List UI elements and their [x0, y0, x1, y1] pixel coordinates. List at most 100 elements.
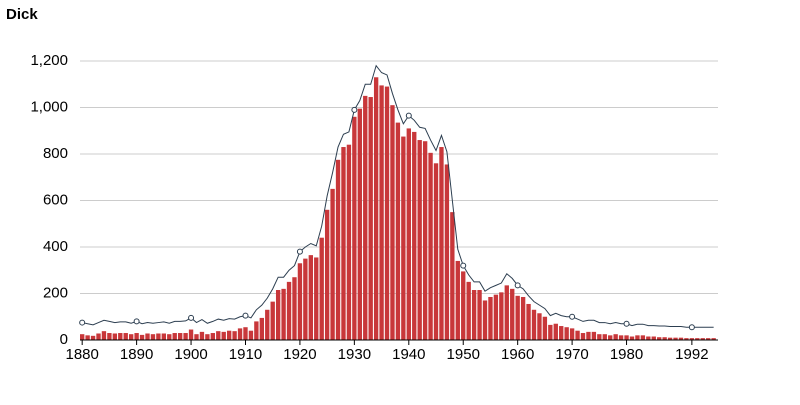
bar — [172, 333, 177, 340]
bar — [537, 313, 542, 340]
line-marker — [569, 313, 576, 320]
bar — [243, 327, 248, 340]
bar — [281, 288, 286, 340]
line-marker — [405, 112, 412, 119]
bar — [433, 163, 439, 340]
bar — [150, 334, 156, 340]
bar — [357, 108, 362, 340]
bar — [466, 281, 471, 340]
x-tick-label: 1910 — [229, 346, 262, 363]
bar — [580, 333, 586, 340]
bar — [156, 333, 161, 340]
bar — [330, 188, 335, 340]
bar — [439, 147, 444, 340]
y-tick-label: 1,200 — [30, 52, 68, 69]
y-tick-label: 200 — [43, 284, 68, 301]
bar — [711, 338, 716, 340]
bar — [373, 77, 379, 341]
bar — [248, 330, 254, 340]
line-marker — [460, 262, 467, 269]
bar — [303, 258, 308, 340]
bar — [216, 331, 221, 340]
bar — [254, 321, 259, 340]
bar — [635, 335, 640, 340]
bar — [107, 333, 112, 340]
x-tick-label: 1950 — [447, 346, 480, 363]
bar — [689, 338, 695, 340]
bar — [504, 285, 509, 340]
bar — [564, 327, 569, 340]
bar — [210, 333, 216, 340]
bar — [428, 152, 433, 340]
bar — [613, 334, 618, 340]
bar — [237, 328, 243, 340]
bar — [602, 334, 607, 340]
bar — [401, 136, 406, 340]
bar — [586, 331, 591, 340]
bar — [444, 164, 450, 340]
bar — [646, 336, 651, 340]
x-tick-label: 1970 — [555, 346, 588, 363]
bar — [232, 331, 237, 340]
bar — [608, 335, 613, 340]
bar — [695, 338, 700, 340]
bar — [515, 295, 520, 340]
bar — [226, 330, 232, 340]
line-marker — [351, 106, 358, 113]
bar — [575, 330, 580, 340]
bar — [657, 337, 662, 340]
bar — [128, 334, 134, 340]
bar — [188, 329, 194, 340]
bar — [406, 128, 411, 340]
y-tick-label: 600 — [43, 191, 68, 208]
x-tick-label: 1940 — [392, 346, 425, 363]
bar — [482, 300, 488, 340]
bar — [123, 333, 128, 340]
x-tick-label: 1920 — [283, 346, 316, 363]
bar — [118, 333, 123, 340]
bar — [455, 260, 460, 340]
line-marker — [188, 314, 195, 321]
bar — [85, 335, 90, 340]
bar — [90, 335, 96, 340]
bar — [292, 277, 297, 340]
line-marker — [79, 319, 86, 326]
line-marker — [296, 248, 303, 255]
x-tick-label: 1930 — [338, 346, 371, 363]
line — [82, 64, 714, 328]
bar — [395, 122, 401, 340]
line-marker — [623, 320, 630, 327]
bar — [324, 209, 330, 340]
bar — [379, 85, 384, 340]
bar — [145, 333, 150, 340]
bar — [363, 95, 368, 340]
bar — [520, 296, 526, 340]
bar — [390, 105, 395, 340]
bar — [667, 337, 673, 340]
bar — [384, 86, 390, 340]
bar — [450, 212, 455, 340]
bar — [493, 294, 499, 340]
bar — [286, 281, 292, 340]
bar — [221, 331, 226, 340]
bar — [297, 263, 303, 340]
bar — [134, 333, 139, 340]
bar — [368, 97, 373, 340]
y-tick-label: 0 — [60, 331, 68, 348]
bar — [183, 333, 188, 340]
bar — [314, 257, 319, 340]
chart-title: Dick — [6, 6, 38, 23]
bar — [199, 331, 205, 340]
x-tick-label: 1890 — [120, 346, 153, 363]
bar — [194, 334, 199, 340]
x-tick-label: 1960 — [501, 346, 534, 363]
bar — [161, 333, 167, 340]
bar — [700, 338, 705, 340]
bar — [531, 309, 537, 340]
bar — [569, 328, 575, 340]
bar — [553, 323, 558, 340]
bar — [412, 131, 417, 340]
bar — [205, 334, 210, 340]
bar — [417, 140, 422, 340]
